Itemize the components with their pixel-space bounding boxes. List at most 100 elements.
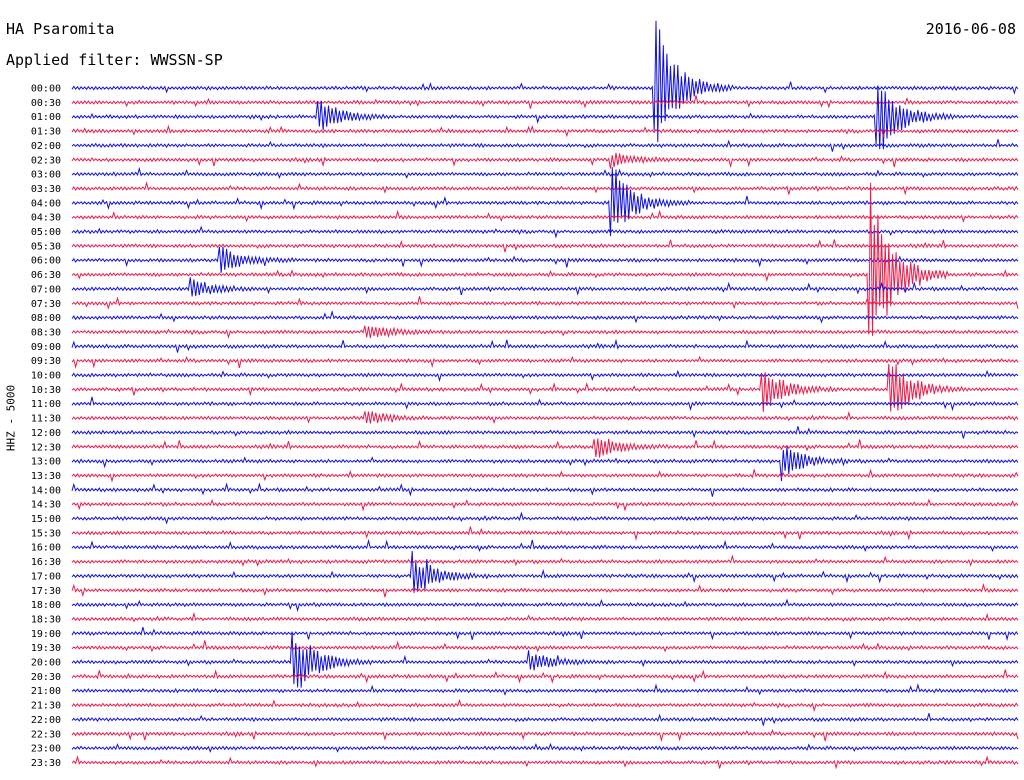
trace-line	[71, 526, 1019, 541]
trace-line	[71, 426, 1019, 439]
trace-line	[71, 355, 1019, 369]
row-time-label: 14:30	[31, 500, 61, 511]
row-time-label: 02:00	[31, 141, 61, 152]
trace-line	[71, 338, 1019, 353]
trace-line	[71, 742, 1019, 753]
trace-line	[71, 85, 1019, 150]
row-time-label: 18:00	[31, 600, 61, 611]
trace-line	[71, 239, 1019, 253]
row-time-label: 20:00	[31, 658, 61, 669]
trace-line	[71, 669, 1019, 684]
trace-line	[71, 410, 1019, 425]
trace-line	[71, 20, 1019, 143]
row-time-label: 18:30	[31, 614, 61, 625]
row-time-label: 08:30	[31, 327, 61, 338]
row-time-label: 01:00	[31, 112, 61, 123]
row-time-label: 06:30	[31, 270, 61, 281]
trace-line	[71, 626, 1019, 641]
row-time-label: 16:30	[31, 557, 61, 568]
row-time-label: 22:30	[31, 729, 61, 740]
trace-line	[71, 296, 1019, 310]
row-time-label: 13:30	[31, 471, 61, 482]
trace-line	[71, 598, 1019, 613]
trace-line	[71, 713, 1019, 726]
station-title: HA Psaromita	[6, 20, 115, 38]
row-time-label: 09:30	[31, 356, 61, 367]
trace-line	[71, 683, 1019, 696]
row-time-label: 13:00	[31, 457, 61, 468]
row-time-label: 12:30	[31, 442, 61, 453]
trace-line	[71, 631, 1019, 688]
row-time-label: 06:00	[31, 256, 61, 267]
trace-line	[71, 611, 1019, 623]
row-time-label: 17:00	[31, 571, 61, 582]
trace-line	[71, 95, 1019, 109]
row-time-label: 05:00	[31, 227, 61, 238]
row-time-label: 21:30	[31, 701, 61, 712]
row-time-label: 11:30	[31, 414, 61, 425]
trace-line	[71, 310, 1019, 324]
row-time-label: 15:30	[31, 528, 61, 539]
trace-line	[71, 325, 1019, 340]
row-time-label: 21:00	[31, 686, 61, 697]
row-time-label: 20:30	[31, 672, 61, 683]
row-time-label: 19:30	[31, 643, 61, 654]
trace-line	[71, 182, 1019, 336]
row-time-label: 19:00	[31, 629, 61, 640]
trace-line	[71, 396, 1019, 412]
trace-line	[71, 152, 1019, 169]
row-time-label: 03:30	[31, 184, 61, 195]
trace-line	[71, 698, 1019, 713]
trace-line	[71, 729, 1019, 743]
trace-line	[71, 755, 1019, 770]
row-time-label: 11:00	[31, 399, 61, 410]
trace-line	[71, 124, 1019, 139]
trace-line	[71, 363, 1019, 412]
trace-line	[71, 166, 1019, 179]
row-time-label: 09:00	[31, 342, 61, 353]
trace-line	[71, 511, 1019, 525]
row-time-label: 23:00	[31, 744, 61, 755]
row-time-label: 08:00	[31, 313, 61, 324]
row-time-label: 12:00	[31, 428, 61, 439]
filter-label: Applied filter: WWSSN-SP	[6, 51, 223, 69]
trace-line	[71, 438, 1019, 458]
row-time-label: 07:00	[31, 284, 61, 295]
trace-line	[71, 246, 1019, 273]
row-time-label: 22:00	[31, 715, 61, 726]
date-label: 2016-06-08	[925, 20, 1016, 38]
row-time-label: 10:00	[31, 371, 61, 382]
row-time-label: 10:30	[31, 385, 61, 396]
trace-line	[71, 554, 1019, 567]
trace-line	[71, 498, 1019, 512]
row-time-label: 16:00	[31, 543, 61, 554]
trace-line	[71, 550, 1019, 593]
trace-line	[71, 181, 1019, 196]
row-time-label: 14:00	[31, 485, 61, 496]
trace-line	[71, 582, 1019, 598]
row-time-label: 15:00	[31, 514, 61, 525]
row-time-label: 02:30	[31, 155, 61, 166]
row-time-label: 00:00	[31, 84, 61, 95]
trace-line	[71, 139, 1019, 152]
trace-line	[71, 277, 1019, 297]
row-time-label: 03:00	[31, 170, 61, 181]
row-time-label: 23:30	[31, 758, 61, 769]
row-time-label: 05:30	[31, 241, 61, 252]
trace-line	[71, 640, 1019, 653]
trace-line	[71, 482, 1019, 497]
trace-line	[71, 225, 1019, 239]
trace-line	[71, 446, 1019, 482]
trace-line	[71, 167, 1019, 237]
trace-line	[71, 538, 1019, 552]
row-time-label: 04:30	[31, 213, 61, 224]
row-time-label: 07:30	[31, 299, 61, 310]
trace-line	[71, 209, 1019, 223]
trace-line	[71, 369, 1019, 383]
row-time-label: 17:30	[31, 586, 61, 597]
row-time-label: 01:30	[31, 127, 61, 138]
row-time-label: 00:30	[31, 98, 61, 109]
trace-line	[71, 468, 1019, 483]
row-time-label: 04:00	[31, 198, 61, 209]
